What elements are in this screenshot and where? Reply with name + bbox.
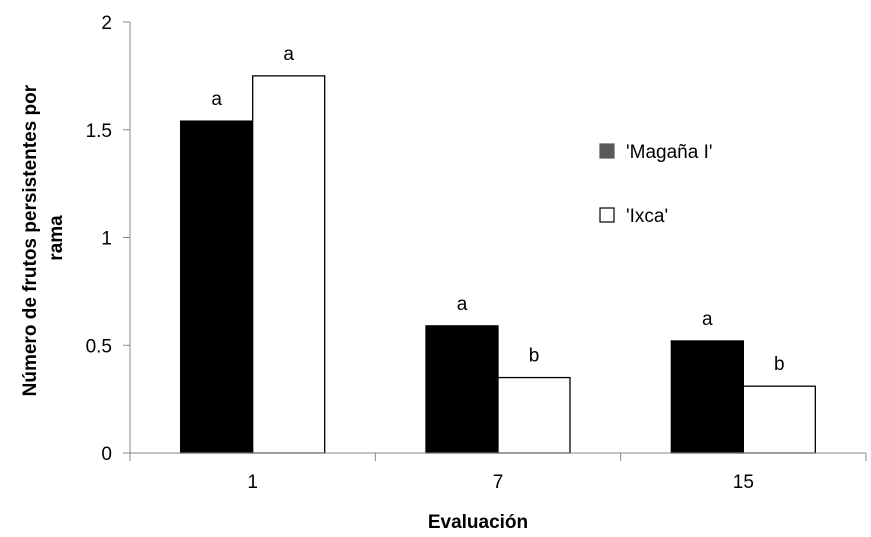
x-tick-label: 1	[247, 472, 258, 493]
bar-ixca-cat-1	[252, 75, 326, 454]
bar-magana-cat-15	[670, 340, 744, 454]
legend-swatch-magana	[599, 143, 615, 159]
bar-magana-cat-7	[425, 325, 499, 454]
data-label-magana-cat-1: a	[211, 89, 222, 110]
labels-layer: a a a a b b 0 0.5 1 1.5 2 1 7 15	[86, 13, 785, 493]
data-label-magana-cat-15: a	[702, 309, 713, 330]
data-label-ixca-cat-15: b	[774, 354, 785, 375]
y-tick-label: 0.5	[86, 336, 112, 357]
bar-ixca-cat-15	[742, 385, 816, 454]
x-tick-label: 15	[733, 472, 754, 493]
legend-label-ixca: 'Ixca'	[626, 206, 668, 227]
y-tick-label: 0	[101, 444, 112, 465]
x-tick-label: 7	[493, 472, 504, 493]
y-tick-label: 2	[101, 13, 112, 34]
data-label-magana-cat-7: a	[457, 294, 468, 315]
bar-ixca-cat-7	[497, 376, 571, 454]
y-axis-title-line-1: Número de frutos persistentes por	[20, 84, 41, 396]
y-tick-label: 1	[101, 229, 112, 250]
y-tick-label: 1.5	[86, 121, 112, 142]
data-label-ixca-cat-7: b	[529, 346, 540, 367]
legend-label-magana: 'Magaña I'	[626, 142, 712, 163]
data-label-ixca-cat-1: a	[283, 44, 294, 65]
y-axis-title-line-2: rama	[46, 215, 67, 261]
bars-layer	[180, 75, 816, 454]
axes-layer	[123, 21, 867, 461]
y-axis-title: Número de frutos persistentes por rama	[20, 80, 67, 397]
legend-swatch-ixca	[599, 207, 615, 223]
legend: 'Magaña I' 'Ixca'	[599, 142, 712, 227]
x-axis-title: Evaluación	[428, 512, 528, 533]
bar-magana-cat-1	[180, 120, 254, 454]
